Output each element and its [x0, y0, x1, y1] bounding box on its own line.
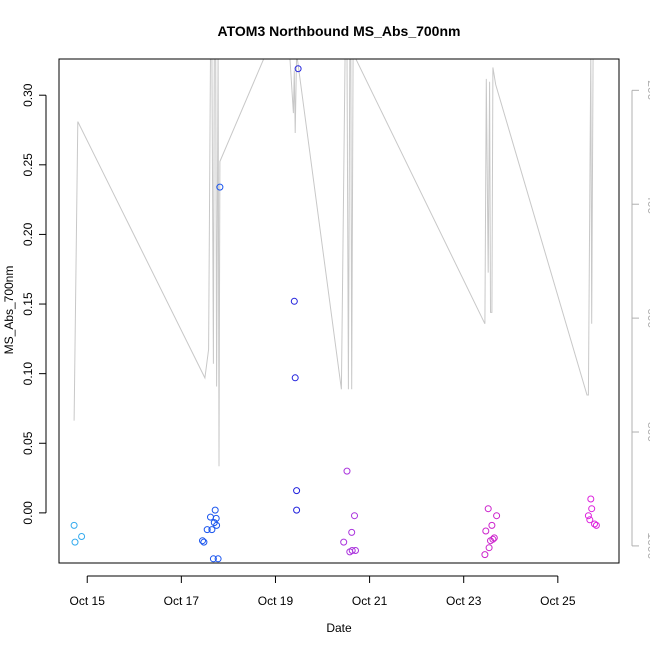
x-axis-label: Date [326, 621, 352, 635]
data-point-1-2 [203, 526, 211, 534]
x-tick-label-2: Oct 19 [258, 594, 294, 608]
secondary-tick-label-3: 800 [645, 422, 650, 442]
data-point-1-10 [214, 555, 222, 563]
data-point-3-0 [340, 538, 348, 546]
plot-frame [58, 58, 620, 564]
data-point-5-1 [586, 516, 594, 524]
y-tick-label-5: 0.25 [21, 153, 35, 177]
data-point-1-5 [209, 555, 217, 563]
y-tick-label-3: 0.15 [21, 292, 35, 316]
data-point-4-7 [490, 534, 498, 542]
y-axis: 0.00 0.05 0.10 0.15 0.20 0.25 0.30 [21, 83, 47, 525]
plot-area: Oct 15 Oct 17 Oct 19 Oct 21 Oct 23 Oct 25 0.00… [21, 58, 650, 608]
x-tick-label-3: Oct 21 [352, 594, 388, 608]
x-tick-label-1: Oct 17 [164, 594, 200, 608]
data-point-1-8 [212, 514, 220, 522]
secondary-tick-label-4: 1000 [645, 533, 650, 560]
data-point-0-2 [78, 533, 86, 540]
data-point-3-5 [351, 512, 358, 520]
x-tick-label-5: Oct 25 [540, 594, 576, 608]
data-point-1-0 [199, 537, 206, 545]
y-tick-label-1: 0.05 [21, 431, 35, 455]
data-point-4-8 [493, 512, 501, 520]
data-point-1-11 [216, 183, 224, 191]
data-point-4-0 [481, 551, 489, 559]
secondary-tick-label-2: 600 [645, 308, 650, 328]
y-tick-label-6: 0.30 [21, 83, 35, 107]
data-point-2-2 [293, 487, 301, 495]
data-point-0-0 [70, 521, 78, 529]
secondary-tick-label-1: 400 [645, 194, 650, 214]
data-point-1-1 [200, 538, 208, 546]
y-axis-label: MS_Abs_700nm [2, 266, 16, 355]
data-point-4-6 [489, 535, 497, 543]
data-point-3-1 [343, 467, 351, 475]
chart-title: ATOM3 Northbound MS_Abs_700nm [218, 23, 461, 39]
data-point-3-3 [348, 528, 356, 536]
data-point-5-5 [592, 521, 600, 529]
secondary-tick-label-0: 200 [645, 80, 650, 100]
data-point-3-4 [348, 547, 356, 554]
data-point-4-3 [485, 544, 493, 552]
data-point-5-2 [587, 495, 595, 503]
secondary-y-axis: 200 400 600 800 1000 [631, 80, 650, 560]
y-tick-label-4: 0.20 [21, 222, 35, 246]
x-tick-label-4: Oct 23 [446, 594, 482, 608]
data-point-1-9 [213, 521, 221, 529]
data-point-4-2 [484, 505, 492, 513]
data-point-4-5 [488, 521, 496, 529]
x-axis: Oct 15 Oct 17 Oct 19 Oct 21 Oct 23 Oct 25 [70, 575, 576, 608]
data-point-1-4 [208, 526, 216, 534]
data-point-5-3 [588, 505, 596, 513]
altitude-line [73, 59, 594, 467]
data-point-1-3 [207, 513, 214, 521]
data-point-1-7 [211, 506, 219, 514]
x-tick-label-0: Oct 15 [70, 594, 106, 608]
y-tick-label-2: 0.10 [21, 362, 35, 386]
data-point-2-4 [294, 65, 302, 73]
data-point-2-0 [290, 297, 298, 305]
data-point-5-4 [591, 520, 598, 528]
data-point-5-0 [584, 512, 592, 520]
data-point-3-6 [352, 547, 359, 554]
data-point-2-1 [291, 374, 299, 382]
data-point-4-1 [482, 527, 490, 535]
data-point-2-3 [293, 506, 301, 514]
y-tick-label-0: 0.00 [21, 501, 35, 525]
data-point-0-1 [71, 538, 79, 546]
